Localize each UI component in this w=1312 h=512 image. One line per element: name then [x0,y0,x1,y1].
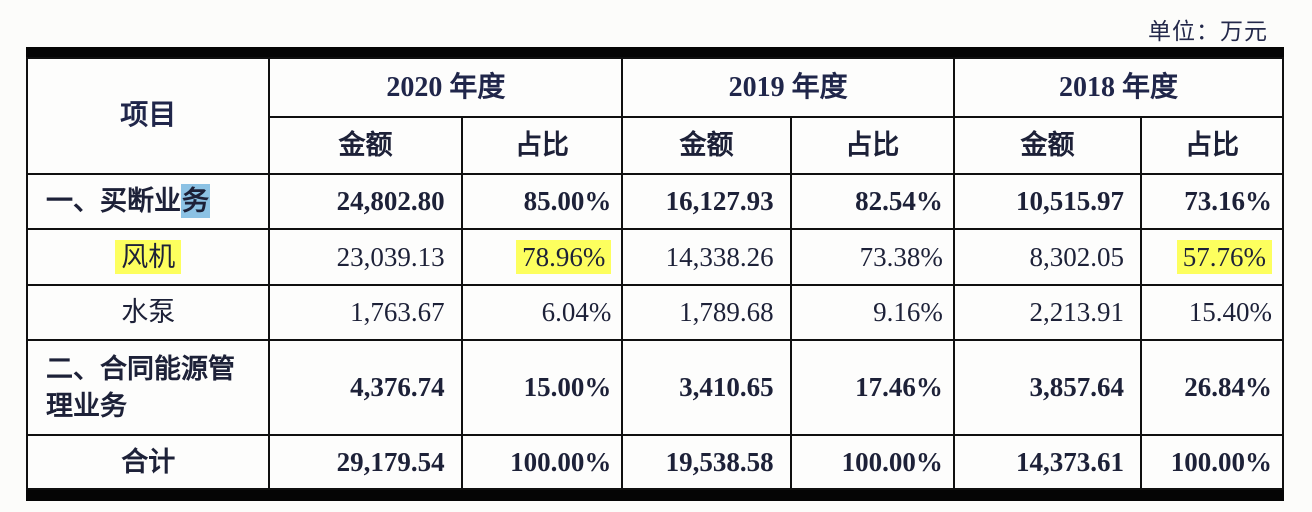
year-group-header-2020: 2020 年度 [268,57,624,118]
share-cell: 82.54% [789,173,955,230]
row-label: 二、合同能源管理业务 [25,339,271,436]
share-cell: 15.00% [460,339,624,436]
amount-cell: 3,410.65 [621,339,792,436]
share-cell: 73.16% [1140,173,1284,230]
amount-cell: 2,213.91 [952,284,1143,341]
share-cell: 6.04% [460,284,624,341]
col-header-share-2019: 占比 [789,116,955,175]
unit-label: 单位：万元 [1148,19,1268,44]
amount-cell: 8,302.05 [952,228,1143,286]
amount-cell: 14,338.26 [621,228,792,286]
row-label: 水泵 [25,284,271,341]
table-row: 二、合同能源管理业务 4,376.74 15.00% 3,410.65 17.46% 3,… [25,339,1284,436]
amount-cell: 3,857.64 [952,339,1143,436]
year-group-header-2018: 2018 年度 [952,57,1285,118]
col-header-amount-2019: 金额 [621,116,792,175]
table-header-row-sub: 金额 占比 金额 占比 金额 占比 [27,116,1284,175]
share-cell: 85.00% [460,173,624,230]
table-row: 水泵 1,763.67 6.04% 1,789.68 9.16% 2,213.91 15.4… [25,284,1284,341]
amount-cell: 23,039.13 [268,228,463,286]
yellow-highlighted-text: 风机 [115,239,182,274]
amount-cell: 4,376.74 [268,339,463,436]
col-header-share-2020: 占比 [460,116,624,175]
col-header-amount-2020: 金额 [268,116,463,175]
row-label: 风机 [25,228,271,286]
table-row: 一、买断业务 24,802.80 85.00% 16,127.93 82.54% 10,5… [25,173,1284,230]
financial-table: 项目 2020 年度 2019 年度 2018 年度 金额 占比 金额 占比 金… [25,47,1285,501]
share-cell: 73.38% [789,228,955,286]
share-cell: 15.40% [1140,284,1284,341]
table-row: 合计 29,179.54 100.00% 19,538.58 100.00% 14,373… [25,434,1284,490]
col-header-amount-2018: 金额 [952,116,1143,175]
table-row: 风机 23,039.13 78.96% 14,338.26 73.38% 8,302.05… [25,228,1284,286]
row-label: 一、买断业务 [25,173,271,230]
amount-cell: 16,127.93 [621,173,792,230]
share-cell: 57.76% [1140,228,1284,286]
share-cell: 17.46% [789,339,955,436]
row-label: 合计 [25,434,271,490]
yellow-highlighted-text: 57.76% [1176,239,1272,274]
amount-cell: 1,763.67 [268,284,463,341]
amount-cell: 24,802.80 [268,173,463,230]
amount-cell: 29,179.54 [268,434,463,490]
amount-cell: 19,538.58 [621,434,792,490]
table-header-row-years: 项目 2020 年度 2019 年度 2018 年度 [25,57,1285,175]
share-cell: 100.00% [460,434,624,490]
col-header-item: 项目 [25,57,271,175]
text-selection-highlight: 务 [181,184,210,219]
amount-cell: 10,515.97 [952,173,1143,230]
share-cell: 26.84% [1140,339,1284,436]
share-cell: 100.00% [789,434,955,490]
share-cell: 78.96% [460,228,624,286]
amount-cell: 14,373.61 [952,434,1143,490]
year-group-header-2019: 2019 年度 [621,57,955,118]
yellow-highlighted-text: 78.96% [516,239,612,274]
share-cell: 9.16% [789,284,955,341]
share-cell: 100.00% [1140,434,1284,490]
col-header-share-2018: 占比 [1140,116,1284,175]
amount-cell: 1,789.68 [621,284,792,341]
row-label-text: 一、买断业 [46,186,181,217]
